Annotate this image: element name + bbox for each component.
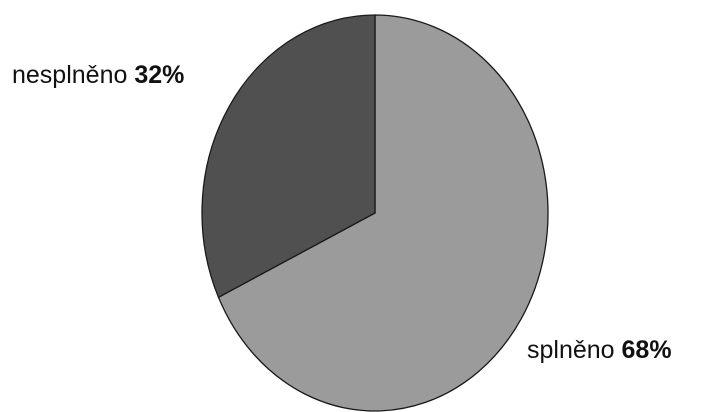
slice-name-splneno: splněno [527,336,615,364]
slice-percent-nesplneno: 32% [134,61,185,89]
pie-slice-nesplneno [201,14,376,299]
slice-name-nesplneno: nesplněno [12,61,128,89]
slice-label-splneno: splněno 68% [527,338,672,363]
slice-label-nesplneno: nesplněno 32% [12,63,184,88]
pie-slice-splneno [217,14,549,412]
slice-percent-splneno: 68% [621,336,672,364]
